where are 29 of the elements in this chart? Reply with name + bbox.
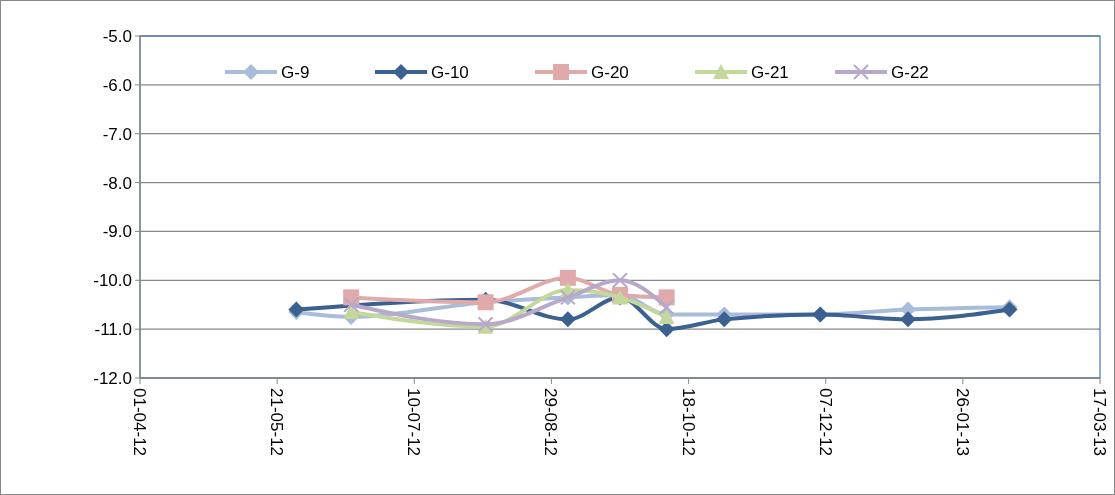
point (716, 311, 733, 328)
y-tick-label: -7.0 (102, 124, 132, 144)
x-tick-label: 17-03-13 (1090, 388, 1110, 457)
point (343, 304, 360, 320)
legend-label: G-22 (891, 62, 929, 82)
point (658, 299, 675, 316)
y-tick-label: -9.0 (102, 222, 132, 242)
x-tick-label: 29-08-12 (541, 388, 561, 457)
point (900, 311, 916, 328)
y-tick-label: -11.0 (94, 320, 132, 340)
legend-label: G-21 (751, 62, 789, 82)
point (612, 272, 628, 289)
x-tick-label: 10-07-12 (404, 388, 424, 457)
legend-label: G-9 (281, 62, 310, 82)
legend-label: G-10 (431, 62, 469, 82)
y-tick-label: -6.0 (102, 75, 132, 95)
point (343, 296, 360, 313)
y-tick-label: -10.0 (93, 271, 132, 291)
x-tick-label: 01-04-12 (130, 388, 150, 457)
x-tick-label: 18-10-12 (678, 388, 698, 457)
y-tick-label: -8.0 (102, 173, 132, 193)
point (559, 311, 576, 328)
legend-label: G-20 (591, 62, 629, 82)
x-tick-label: 07-12-12 (815, 388, 835, 457)
x-tick-label: 26-01-13 (952, 388, 972, 457)
point (559, 269, 576, 286)
x-tick-label: 21-05-12 (267, 388, 287, 457)
y-tick-label: -12.0 (93, 368, 132, 388)
y-tick-label: -5.0 (102, 26, 132, 46)
